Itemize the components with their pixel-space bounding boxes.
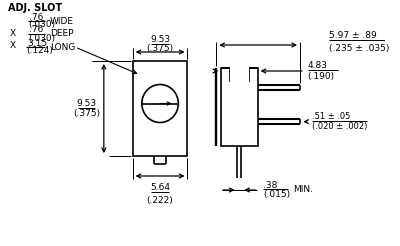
Text: 3.15: 3.15 [27, 39, 47, 47]
Bar [133, 61, 188, 156]
Text: 9.53: 9.53 [150, 35, 170, 45]
Text: (.015): (.015) [264, 190, 290, 200]
Text: DEEP: DEEP [50, 30, 74, 39]
Text: (.375): (.375) [146, 45, 174, 53]
Text: .76: .76 [29, 26, 43, 34]
Text: (.030): (.030) [28, 33, 55, 43]
Text: (.124): (.124) [26, 46, 53, 56]
Text: ADJ. SLOT: ADJ. SLOT [8, 3, 62, 13]
Text: LONG: LONG [50, 43, 75, 51]
Text: .76: .76 [29, 13, 43, 21]
Text: WIDE: WIDE [50, 16, 74, 26]
Text: .51 ± .05: .51 ± .05 [312, 112, 350, 121]
Text: MIN.: MIN. [293, 185, 313, 195]
Text: (.222): (.222) [147, 196, 174, 204]
Text: (.235 ± .035): (.235 ± .035) [329, 45, 389, 53]
Text: (.190): (.190) [308, 72, 335, 80]
Text: (.020 ± .002): (.020 ± .002) [312, 122, 367, 131]
Text: 9.53: 9.53 [76, 99, 96, 108]
Text: (.375): (.375) [73, 109, 100, 118]
Bar [230, 67, 249, 82]
Text: (.030): (.030) [28, 20, 55, 30]
Text: 5.97 ± .89: 5.97 ± .89 [329, 31, 376, 41]
Text: 5.64: 5.64 [150, 184, 170, 193]
Text: .38: .38 [264, 181, 278, 189]
Text: 4.83: 4.83 [308, 62, 328, 71]
Text: X: X [10, 29, 16, 37]
Text: X: X [10, 42, 16, 50]
Bar [221, 68, 258, 146]
